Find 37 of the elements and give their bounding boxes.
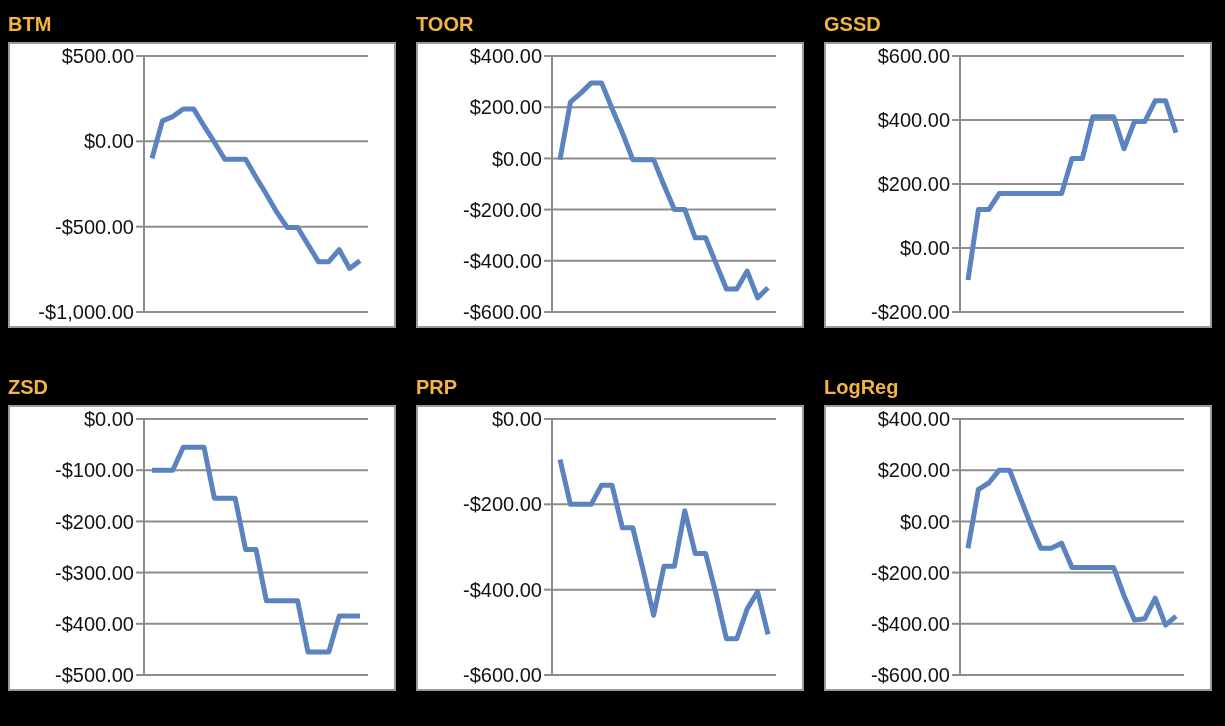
chart-title: ZSD xyxy=(8,375,49,400)
y-tick-label: -$400.00 xyxy=(871,612,950,635)
y-tick-label: -$600.00 xyxy=(871,664,950,687)
y-tick-label: -$400.00 xyxy=(463,249,542,272)
y-tick-label: -$200.00 xyxy=(871,561,950,584)
y-tick-label: $400.00 xyxy=(877,408,950,431)
y-tick-label: $200.00 xyxy=(469,96,542,119)
y-tick-label: -$100.00 xyxy=(55,459,134,482)
chart-title: PRP xyxy=(416,375,459,400)
y-tick-label: $0.00 xyxy=(491,408,542,431)
y-tick-label: -$200.00 xyxy=(871,301,950,324)
chart-title: TOOR xyxy=(416,12,475,37)
y-tick-label: $400.00 xyxy=(469,45,542,68)
chart-title: BTM xyxy=(8,12,53,37)
y-tick-label: $0.00 xyxy=(83,408,134,431)
y-tick-label: -$400.00 xyxy=(55,612,134,635)
y-tick-label: -$500.00 xyxy=(55,664,134,687)
y-tick-label: -$200.00 xyxy=(463,198,542,221)
y-tick-label: $0.00 xyxy=(899,510,950,533)
y-tick-label: -$400.00 xyxy=(463,578,542,601)
y-tick-label: $600.00 xyxy=(877,45,950,68)
y-tick-label: -$200.00 xyxy=(55,510,134,533)
chart-title: GSSD xyxy=(824,12,882,37)
y-tick-label: -$1,000.00 xyxy=(38,301,134,324)
y-tick-label: $200.00 xyxy=(877,459,950,482)
y-tick-label: $0.00 xyxy=(491,147,542,170)
y-tick-label: -$200.00 xyxy=(463,493,542,516)
y-tick-label: -$300.00 xyxy=(55,561,134,584)
chart-title: LogReg xyxy=(824,375,900,400)
y-tick-label: $200.00 xyxy=(877,173,950,196)
y-tick-label: $0.00 xyxy=(83,130,134,153)
y-tick-label: $500.00 xyxy=(61,45,134,68)
y-tick-label: -$500.00 xyxy=(55,215,134,238)
y-tick-label: $0.00 xyxy=(899,237,950,260)
y-tick-label: $400.00 xyxy=(877,109,950,132)
y-tick-label: -$600.00 xyxy=(463,664,542,687)
y-tick-label: -$600.00 xyxy=(463,301,542,324)
